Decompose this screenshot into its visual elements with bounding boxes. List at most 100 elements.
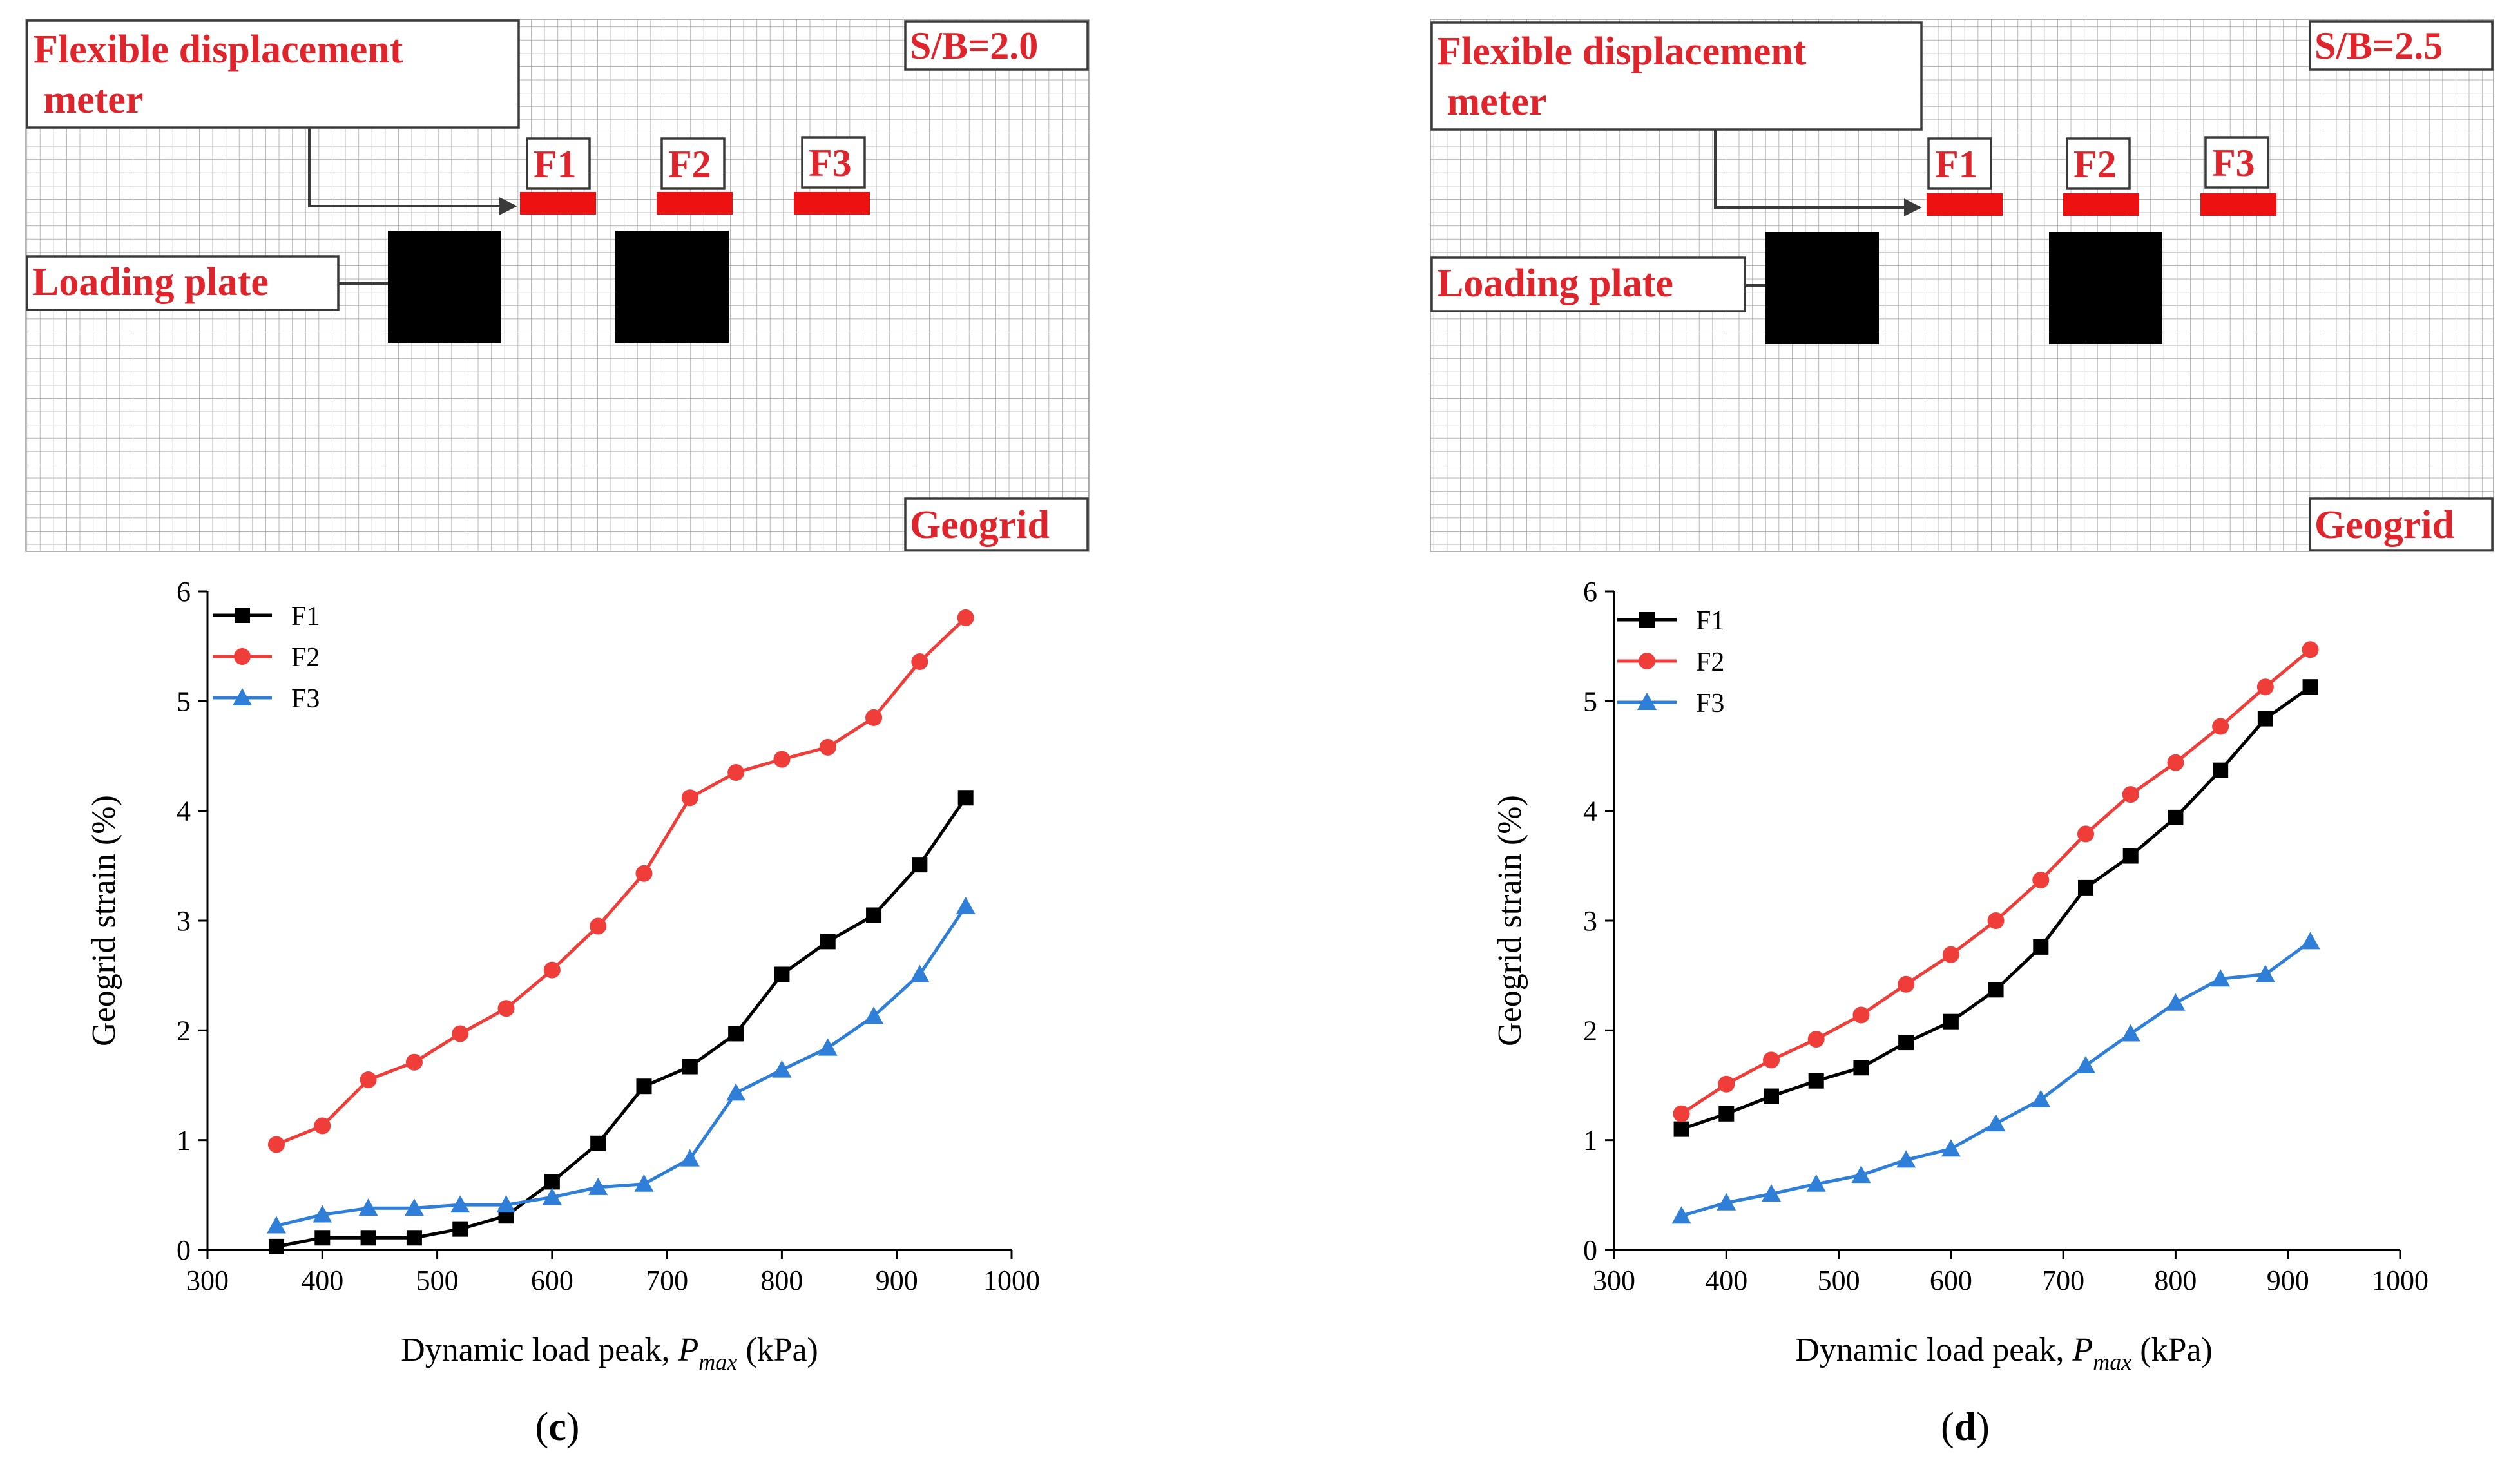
point-f3: [818, 1038, 838, 1056]
point-f2: [405, 1053, 423, 1071]
point-f2: [1987, 912, 2005, 929]
point-f2: [2256, 678, 2274, 696]
point-f2: [1852, 1006, 1870, 1024]
point-f1: [2302, 679, 2318, 695]
x-tick-label: 400: [301, 1265, 343, 1296]
meter-f1: [1927, 193, 2003, 216]
sensor-f3-box: [2204, 136, 2269, 189]
point-f1: [2213, 762, 2229, 778]
y-axis-title: Geogrid strain (%): [1492, 795, 1528, 1046]
point-f3: [1896, 1150, 1916, 1168]
schematic-right: Flexible displacement meter Loading plat…: [1430, 19, 2494, 552]
sensor-f2-label: F2: [668, 143, 711, 186]
loading-plate-2: [615, 231, 729, 343]
x-axis-title-sub: max: [2093, 1349, 2131, 1375]
legend-label-f2: F2: [291, 643, 320, 673]
point-f3: [404, 1198, 424, 1216]
legend-label-f3: F3: [1696, 689, 1724, 718]
x-tick-label: 1000: [983, 1265, 1040, 1296]
point-f1: [2257, 711, 2273, 727]
y-tick-label: 5: [1583, 685, 1597, 717]
x-tick-label: 500: [416, 1265, 459, 1296]
sb-label-box: [904, 20, 1089, 71]
point-f1: [544, 1174, 560, 1190]
x-tick-label: 700: [646, 1265, 688, 1296]
panel-letter: d: [1954, 1405, 1976, 1449]
loading-label-box: [1430, 256, 1746, 312]
point-f2: [2302, 641, 2319, 658]
legend-marker-f1: [235, 608, 250, 623]
point-f2: [1807, 1030, 1825, 1048]
y-tick-label: 0: [1583, 1234, 1597, 1266]
point-f3: [726, 1083, 746, 1101]
axis-ticks: 300 400 500 600 700 800 900 1000 0 1 2 3 4 5 6: [1583, 576, 2429, 1296]
point-f3: [542, 1187, 562, 1205]
panel-label-c: (c): [535, 1405, 580, 1449]
x-tick-label: 600: [1930, 1265, 1972, 1296]
point-f1: [1898, 1035, 1914, 1051]
legend-label-f1: F1: [1696, 606, 1724, 636]
point-f2: [590, 917, 607, 935]
point-f3: [956, 896, 976, 914]
legend-label-f2: F2: [1696, 647, 1724, 677]
point-f3: [772, 1060, 792, 1078]
point-f2: [267, 1136, 285, 1153]
point-f2: [2167, 754, 2184, 771]
point-f1: [2078, 879, 2093, 896]
sb-label: S/B=2.0: [910, 24, 1038, 67]
meter-label-line1: Flexible displacement: [34, 28, 403, 72]
point-f1: [1853, 1060, 1869, 1076]
y-tick-label: 3: [1583, 905, 1597, 937]
loading-plate-2: [2049, 232, 2162, 344]
loading-label-box: [26, 255, 340, 311]
y-tick-label: 0: [177, 1234, 191, 1266]
x-tick-label: 900: [2267, 1265, 2309, 1296]
point-f3: [1806, 1174, 1826, 1192]
sensor-f1-box: [1927, 137, 1992, 190]
loading-plate-1: [388, 231, 501, 343]
point-f1: [957, 790, 974, 806]
legend-label-f1: F1: [291, 602, 320, 631]
point-f1: [1718, 1106, 1735, 1122]
point-f1: [866, 907, 882, 923]
point-f2: [360, 1071, 377, 1088]
point-f3: [910, 964, 930, 982]
point-f3: [1762, 1184, 1781, 1202]
sensor-f3-label: F3: [2212, 142, 2255, 184]
x-axis-title-var: P: [677, 1332, 698, 1368]
y-tick-label: 5: [177, 685, 191, 717]
x-tick-label: 500: [1818, 1265, 1860, 1296]
sensor-f2-label: F2: [2073, 143, 2117, 186]
legend-marker-f1: [1639, 612, 1655, 628]
point-f1: [2033, 939, 2049, 955]
x-axis-title-sub: max: [698, 1349, 737, 1375]
x-tick-label: 800: [2154, 1265, 2197, 1296]
point-f2: [727, 764, 745, 781]
meter-f3: [2200, 193, 2276, 216]
sensor-f3-box: [801, 136, 866, 189]
geogrid-label-box: [904, 497, 1089, 551]
series-line-f2: [1680, 648, 2312, 1115]
x-tick-label: 600: [531, 1265, 573, 1296]
point-f1: [360, 1230, 376, 1246]
point-f3: [2076, 1055, 2095, 1073]
y-tick-label: 3: [177, 905, 191, 937]
legend-marker-f2: [1639, 653, 1655, 669]
meter-f2: [2063, 193, 2139, 216]
y-tick-label: 4: [1583, 796, 1597, 827]
meter-label-box: [1430, 21, 1923, 131]
point-f3: [2121, 1024, 2140, 1042]
legend-marker-f3: [1637, 693, 1657, 710]
point-f3: [496, 1195, 516, 1213]
point-f3: [2211, 969, 2231, 987]
point-f3: [864, 1006, 884, 1024]
series-line-f3: [276, 905, 967, 1227]
point-f3: [450, 1195, 470, 1213]
point-f1: [682, 1059, 698, 1075]
point-f1: [1764, 1088, 1779, 1104]
series-group: [266, 609, 976, 1254]
point-f3: [680, 1149, 700, 1167]
sb-label-box: [2309, 20, 2494, 71]
geogrid-label: Geogrid: [2314, 503, 2454, 547]
x-axis-title-unit: (kPa): [737, 1332, 818, 1368]
